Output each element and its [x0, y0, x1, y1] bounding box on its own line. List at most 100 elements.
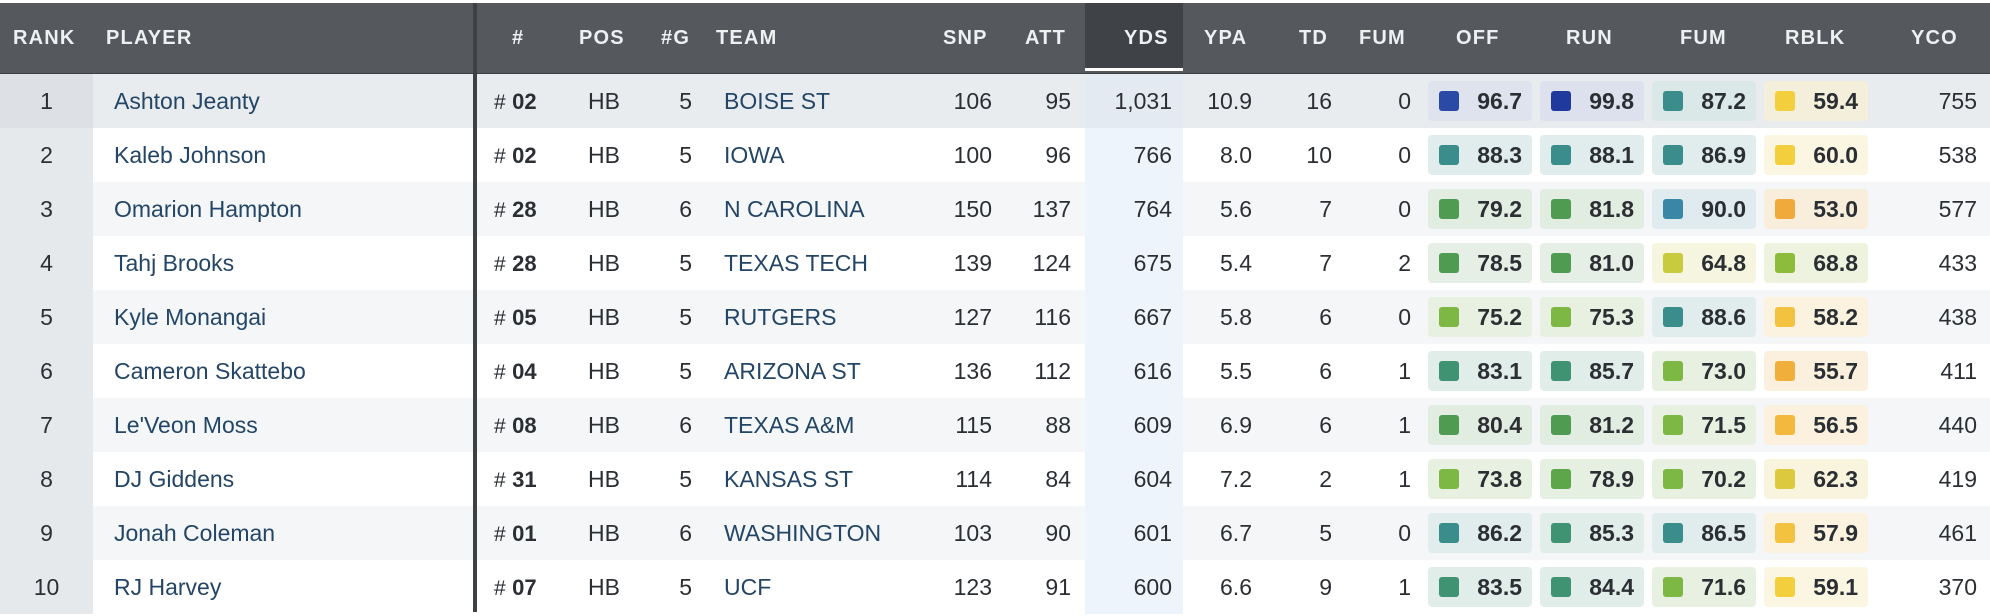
- grade-swatch: [1663, 523, 1683, 543]
- yco-cell: 433: [1938, 250, 1977, 276]
- yds-cell-bg: [1085, 344, 1183, 398]
- team-name[interactable]: TEXAS TECH: [724, 250, 868, 276]
- rblk-grade: 68.8: [1764, 243, 1868, 283]
- team-name[interactable]: KANSAS ST: [724, 466, 854, 492]
- jersey-cell: # 07: [494, 560, 564, 614]
- grade-value: 70.2: [1701, 466, 1746, 492]
- yco-cell: 438: [1938, 304, 1977, 330]
- grade-swatch: [1663, 577, 1683, 597]
- player-name[interactable]: RJ Harvey: [114, 574, 222, 600]
- table-row[interactable]: 9 Jonah Coleman HB 6 WASHINGTON 103 90 601 6.7 5 0…: [0, 506, 1990, 560]
- col-header-player[interactable]: PLAYER: [106, 27, 193, 49]
- player-name[interactable]: Cameron Skattebo: [114, 358, 306, 384]
- rblk-grade: 58.2: [1764, 297, 1868, 337]
- table-row[interactable]: 7 Le'Veon Moss HB 6 TEXAS A&M 115 88 609 6.9 6 1 44…: [0, 398, 1990, 452]
- player-name[interactable]: Kaleb Johnson: [114, 142, 267, 168]
- col-header-games[interactable]: #G: [661, 27, 691, 49]
- jersey-cell: # 02: [494, 128, 564, 182]
- table-row[interactable]: 6 Cameron Skattebo HB 5 ARIZONA ST 136 112 616 5…: [0, 344, 1990, 398]
- col-header-fum[interactable]: FUM: [1359, 27, 1406, 49]
- col-header-td[interactable]: TD: [1299, 27, 1329, 49]
- table-row[interactable]: 10 RJ Harvey HB 5 UCF 123 91 600 6.6 9 1 370 # 07 83.…: [0, 560, 1990, 614]
- grade-value: 73.0: [1701, 358, 1746, 384]
- col-header-yds[interactable]: YDS: [1124, 27, 1169, 49]
- grade-swatch: [1775, 145, 1795, 165]
- player-name[interactable]: Kyle Monangai: [114, 304, 267, 330]
- col-header-fum-grade[interactable]: FUM: [1680, 27, 1727, 49]
- team-name[interactable]: TEXAS A&M: [724, 412, 855, 438]
- yco-cell: 370: [1938, 574, 1977, 600]
- fum-grade: 87.2: [1652, 81, 1756, 121]
- table-row[interactable]: 1 Ashton Jeanty HB 5 BOISE ST 106 95 1,031 10.9 1…: [0, 74, 1990, 128]
- snp-cell: 136: [953, 358, 992, 384]
- grade-value: 86.2: [1477, 520, 1522, 546]
- ypa-cell: 7.2: [1220, 466, 1252, 492]
- rblk-grade: 60.0: [1764, 135, 1868, 175]
- games-cell: 6: [679, 196, 692, 222]
- grade-value: 88.1: [1589, 142, 1634, 168]
- grade-swatch: [1663, 199, 1683, 219]
- table-row[interactable]: 4 Tahj Brooks HB 5 TEXAS TECH 139 124 675 5.4 7 2 4…: [0, 236, 1990, 290]
- pos-cell: HB: [588, 466, 620, 492]
- rank-cell-bg: [0, 344, 93, 398]
- team-name[interactable]: WASHINGTON: [724, 520, 882, 546]
- table-row[interactable]: 8 DJ Giddens HB 5 KANSAS ST 114 84 604 7.2 2 1 419 #…: [0, 452, 1990, 506]
- yds-cell-bg: [1085, 560, 1183, 614]
- grade-value: 83.1: [1477, 358, 1522, 384]
- col-header-yco[interactable]: YCO: [1911, 27, 1958, 49]
- grade-swatch: [1663, 469, 1683, 489]
- player-name[interactable]: Ashton Jeanty: [114, 88, 260, 114]
- grade-swatch: [1439, 199, 1459, 219]
- jersey-hash: #: [494, 145, 506, 168]
- team-name[interactable]: ARIZONA ST: [724, 358, 861, 384]
- col-header-jersey[interactable]: #: [512, 27, 525, 49]
- col-header-snp[interactable]: SNP: [943, 27, 988, 49]
- yds-cell: 675: [1133, 250, 1172, 276]
- team-name[interactable]: IOWA: [724, 142, 785, 168]
- snp-cell: 106: [953, 88, 992, 114]
- table-row[interactable]: 2 Kaleb Johnson HB 5 IOWA 100 96 766 8.0 10 0 538 # …: [0, 128, 1990, 182]
- snp-cell: 100: [953, 142, 992, 168]
- col-header-pos[interactable]: POS: [579, 27, 625, 49]
- yco-cell: 411: [1940, 358, 1977, 384]
- jersey-hash: #: [494, 253, 506, 276]
- snp-cell: 103: [953, 520, 992, 546]
- col-header-off[interactable]: OFF: [1456, 27, 1500, 49]
- col-header-team[interactable]: TEAM: [716, 27, 778, 49]
- table-row[interactable]: 3 Omarion Hampton HB 6 N CAROLINA 150 137 764 5.…: [0, 182, 1990, 236]
- run-grade: 85.3: [1540, 513, 1644, 553]
- player-name[interactable]: Omarion Hampton: [114, 196, 302, 222]
- rank-cell: 7: [40, 412, 53, 438]
- off-grade: 79.2: [1428, 189, 1532, 229]
- grade-value: 58.2: [1813, 304, 1858, 330]
- td-cell: 9: [1319, 574, 1332, 600]
- att-cell: 88: [1045, 412, 1071, 438]
- player-name[interactable]: Le'Veon Moss: [114, 412, 258, 438]
- table-header: RANK PLAYER # POS #G TEAM SNP ATT YDS YP…: [0, 3, 1990, 75]
- col-header-rblk[interactable]: RBLK: [1785, 27, 1846, 49]
- grade-value: 86.5: [1701, 520, 1746, 546]
- yds-cell-bg: [1085, 398, 1183, 452]
- run-grade: 99.8: [1540, 81, 1644, 121]
- team-name[interactable]: UCF: [724, 574, 772, 600]
- player-name[interactable]: Jonah Coleman: [114, 520, 276, 546]
- pos-cell: HB: [588, 304, 620, 330]
- snp-cell: 150: [953, 196, 992, 222]
- col-header-att[interactable]: ATT: [1025, 27, 1066, 49]
- col-header-run[interactable]: RUN: [1566, 27, 1613, 49]
- team-name[interactable]: RUTGERS: [724, 304, 837, 330]
- grade-swatch: [1439, 469, 1459, 489]
- player-name[interactable]: Tahj Brooks: [114, 250, 235, 276]
- team-name[interactable]: N CAROLINA: [724, 196, 865, 222]
- col-header-ypa[interactable]: YPA: [1204, 27, 1248, 49]
- fum-grade: 71.6: [1652, 567, 1756, 607]
- col-header-rank[interactable]: RANK: [13, 27, 76, 49]
- fum-cell: 0: [1398, 88, 1411, 114]
- yco-cell: 538: [1938, 142, 1977, 168]
- grade-value: 90.0: [1701, 196, 1746, 222]
- player-name[interactable]: DJ Giddens: [114, 466, 235, 492]
- team-name[interactable]: BOISE ST: [724, 88, 831, 114]
- table-row[interactable]: 5 Kyle Monangai HB 5 RUTGERS 127 116 667 5.8 6 0 43…: [0, 290, 1990, 344]
- pos-cell: HB: [588, 574, 620, 600]
